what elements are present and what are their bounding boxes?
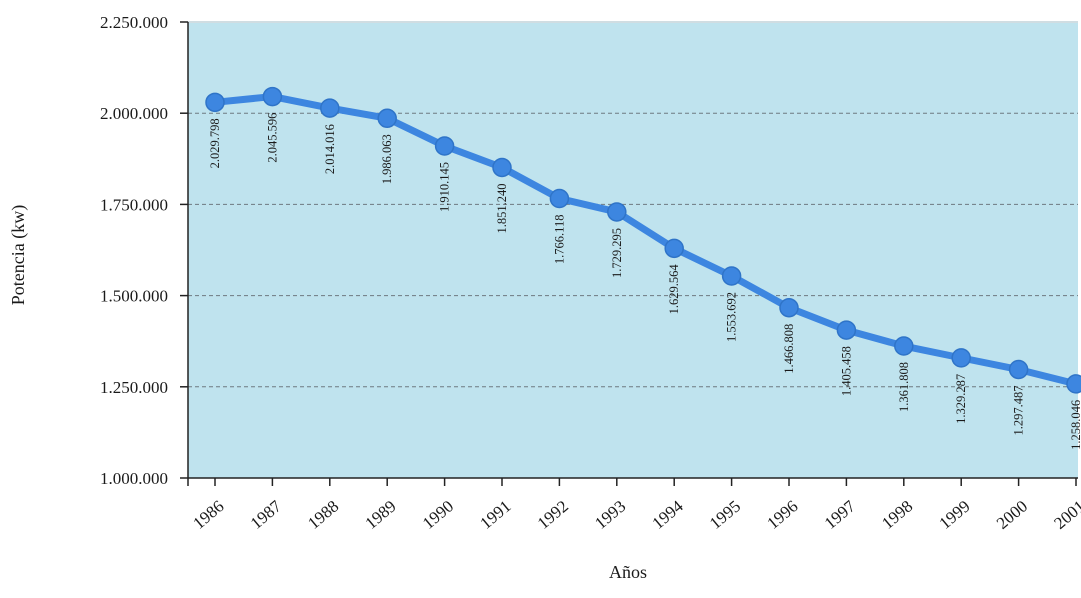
x-tick-label: 1996: [763, 497, 801, 533]
series-potencia: [205, 86, 1081, 394]
data-label: 1.629.564: [667, 264, 681, 315]
data-point: [836, 320, 857, 340]
x-tick-label: 1993: [591, 497, 629, 533]
plot-area: [188, 22, 1078, 478]
data-point: [664, 238, 684, 259]
data-label: 1.910.145: [438, 162, 452, 212]
data-label: 1.297.487: [1012, 385, 1026, 435]
x-tick-label: 1987: [247, 496, 286, 533]
x-tick-label: 1986: [189, 497, 227, 533]
y-tick-label: 2.250.000: [100, 13, 168, 32]
data-label: 1.986.063: [380, 134, 394, 184]
x-tick-label: 1990: [419, 497, 457, 533]
data-point: [721, 266, 742, 286]
data-point: [549, 188, 570, 209]
data-point: [894, 336, 914, 356]
x-tick-label: 1995: [706, 497, 744, 533]
data-label: 1.553.692: [725, 292, 739, 342]
data-point: [1008, 359, 1029, 380]
data-label: 1.405.458: [839, 346, 853, 396]
y-tick-label: 2.000.000: [100, 104, 168, 123]
y-tick-label: 1.750.000: [100, 195, 168, 214]
data-point: [434, 136, 455, 156]
data-point: [951, 348, 971, 368]
y-tick-label: 1.250.000: [100, 378, 168, 397]
y-axis-title: Potencia (kw): [8, 205, 29, 305]
data-labels: 2.029.798 2.045.596 2.014.016 1.986.063 1.91…: [208, 113, 1081, 450]
x-tick-label: 1989: [362, 497, 400, 533]
data-label: 2.045.596: [265, 113, 279, 163]
data-label: 1.361.808: [897, 362, 911, 412]
x-tick-label: 2000: [993, 497, 1031, 533]
data-label: 1.329.287: [954, 374, 968, 424]
data-label: 1.466.808: [782, 324, 796, 374]
data-label: 2.014.016: [323, 124, 337, 174]
data-point: [320, 98, 340, 118]
data-point: [779, 297, 799, 318]
x-tick-label: 1994: [649, 496, 688, 533]
x-tick-label: 2001: [1050, 497, 1081, 533]
data-label: 1.258.046: [1069, 400, 1081, 450]
data-point: [262, 86, 283, 107]
data-label: 2.029.798: [208, 118, 222, 168]
y-tick-label: 1.000.000: [100, 469, 168, 488]
y-tick-label: 1.500.000: [100, 287, 168, 306]
data-label: 1.851.240: [495, 183, 509, 233]
data-point: [205, 92, 225, 113]
data-point: [492, 157, 512, 178]
x-tick-label: 1988: [304, 497, 342, 533]
x-tick-label: 1998: [878, 497, 916, 533]
x-tick-label: 1992: [534, 497, 572, 533]
data-point: [607, 202, 627, 222]
data-point: [377, 108, 397, 129]
x-tick-label: 1999: [936, 497, 974, 533]
series-line: [211, 93, 1080, 388]
x-tick-label: 1997: [821, 496, 860, 533]
data-label: 1.729.295: [610, 228, 624, 278]
x-axis-title: Años: [609, 562, 647, 582]
data-point: [1066, 374, 1081, 394]
x-tick-label: 1991: [476, 497, 514, 533]
data-label: 1.766.118: [552, 215, 566, 265]
